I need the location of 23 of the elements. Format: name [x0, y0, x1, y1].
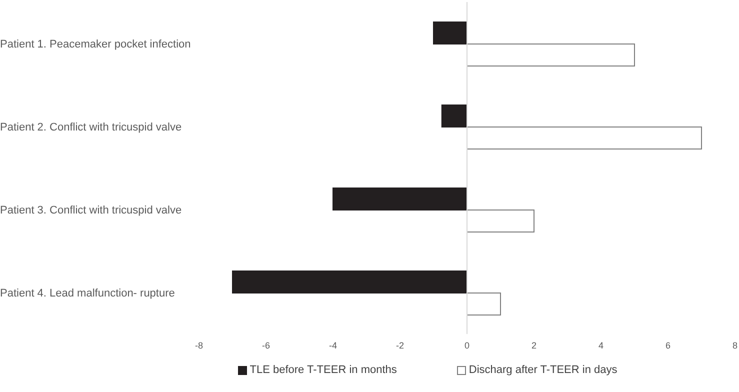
bar: [466, 210, 534, 232]
x-tick-label: 4: [598, 340, 604, 350]
x-tick-label: -8: [194, 340, 204, 350]
x-tick-label: 6: [665, 340, 671, 350]
bar: [466, 44, 635, 66]
x-tick-label: -6: [262, 340, 270, 350]
y-tick-label: Patient 4. Lead malfunction- rupture: [0, 288, 175, 300]
y-tick-label: Patient 3. Conflict with tricuspid valve: [0, 204, 182, 216]
x-tick-label: 2: [531, 340, 537, 350]
legend-label: TLE before T-TEER in months: [250, 364, 397, 376]
x-tick-label: -4: [328, 340, 338, 350]
x-tick-label: 8: [732, 340, 738, 350]
y-tick-label: Patient 1. Peacemaker pocket infection: [0, 38, 191, 50]
bar: [441, 104, 468, 128]
x-tick-label: -2: [396, 340, 404, 350]
bar: [332, 188, 468, 210]
bar: [232, 270, 468, 294]
x-tick-label: 0: [464, 340, 470, 350]
legend-label: Discharg after T-TEER in days: [468, 364, 618, 376]
bar: [466, 292, 501, 316]
bar: [433, 22, 468, 44]
bar: [466, 126, 702, 150]
y-tick-label: Patient 2. Conflict with tricuspid valve: [0, 122, 182, 134]
